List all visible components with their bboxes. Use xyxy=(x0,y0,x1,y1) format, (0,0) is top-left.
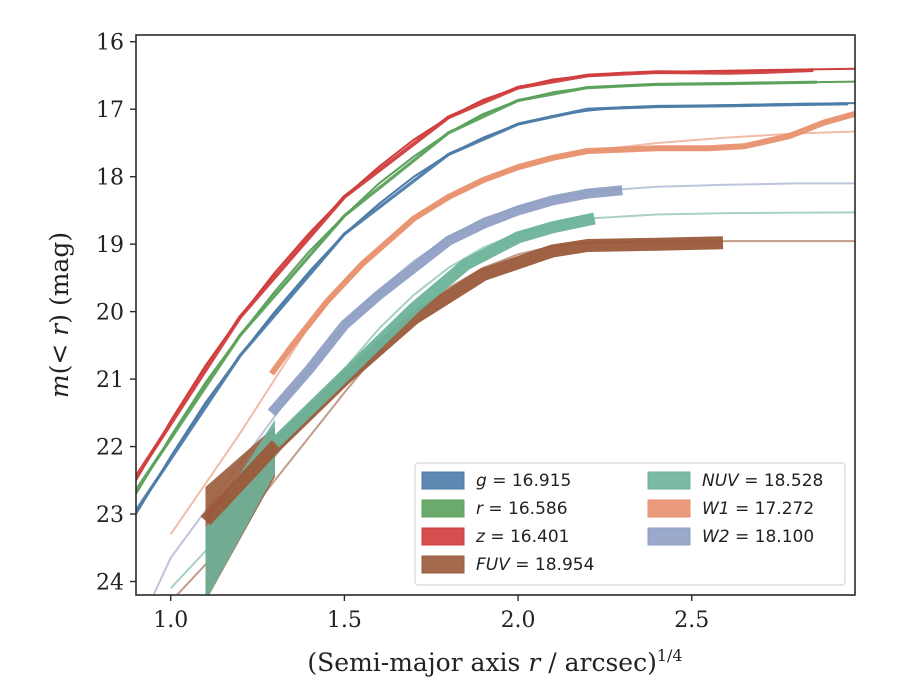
plot-frame xyxy=(135,34,856,596)
legend-label-NUV: NUV = 18.528 xyxy=(702,471,823,491)
legend-swatch-r xyxy=(421,499,465,518)
legend-label-W2: W2 = 18.100 xyxy=(702,527,814,547)
data-band-W1 xyxy=(269,111,855,376)
x-tick-label: 2.5 xyxy=(674,608,709,633)
data-band-W2 xyxy=(267,185,623,417)
data-band-r xyxy=(136,80,817,492)
legend-label-z: z = 16.401 xyxy=(475,527,569,547)
y-tick-label: 21 xyxy=(96,368,124,393)
series-layer xyxy=(136,67,855,595)
y-tick-label: 24 xyxy=(96,571,124,596)
x-axis-label: (Semi-major axis r / arcsec)1/4 xyxy=(307,646,682,677)
legend-swatch-z xyxy=(421,527,465,546)
x-tick-label: 2.0 xyxy=(501,608,536,633)
y-tick-label: 18 xyxy=(96,166,124,191)
y-tick-label: 17 xyxy=(96,98,124,123)
legend-swatch-W2 xyxy=(647,527,691,546)
legend: g = 16.915 r = 16.586 z = 16.401 FUV = 18.9… xyxy=(414,462,846,586)
y-tick-label: 16 xyxy=(96,31,124,56)
tick-layer: 1.0 1.5 2.0 2.5 16 17 18 19 20 21 22 23 24 xyxy=(96,31,709,633)
y-tick-label: 19 xyxy=(96,233,124,258)
y-tick-label: 22 xyxy=(96,436,124,461)
legend-label-W1: W1 = 17.272 xyxy=(702,499,814,519)
data-band-g xyxy=(136,102,849,512)
data-band-NUV xyxy=(270,212,596,448)
data-band-z xyxy=(136,68,814,478)
y-tick-label: 23 xyxy=(96,503,124,528)
legend-label-g: g = 16.915 xyxy=(476,471,571,491)
y-axis-label: m(< r) (mag) xyxy=(45,232,74,398)
legend-label-FUV: FUV = 18.954 xyxy=(476,555,594,575)
legend-box xyxy=(414,462,846,586)
legend-swatch-NUV xyxy=(647,471,691,490)
x-tick-label: 1.5 xyxy=(327,608,362,633)
legend-swatch-FUV xyxy=(421,555,465,574)
legend-swatch-W1 xyxy=(647,499,691,518)
legend-label-r: r = 16.586 xyxy=(476,499,568,519)
y-tick-label: 20 xyxy=(96,301,124,326)
legend-swatch-g xyxy=(421,471,465,490)
x-tick-label: 1.0 xyxy=(153,608,188,633)
